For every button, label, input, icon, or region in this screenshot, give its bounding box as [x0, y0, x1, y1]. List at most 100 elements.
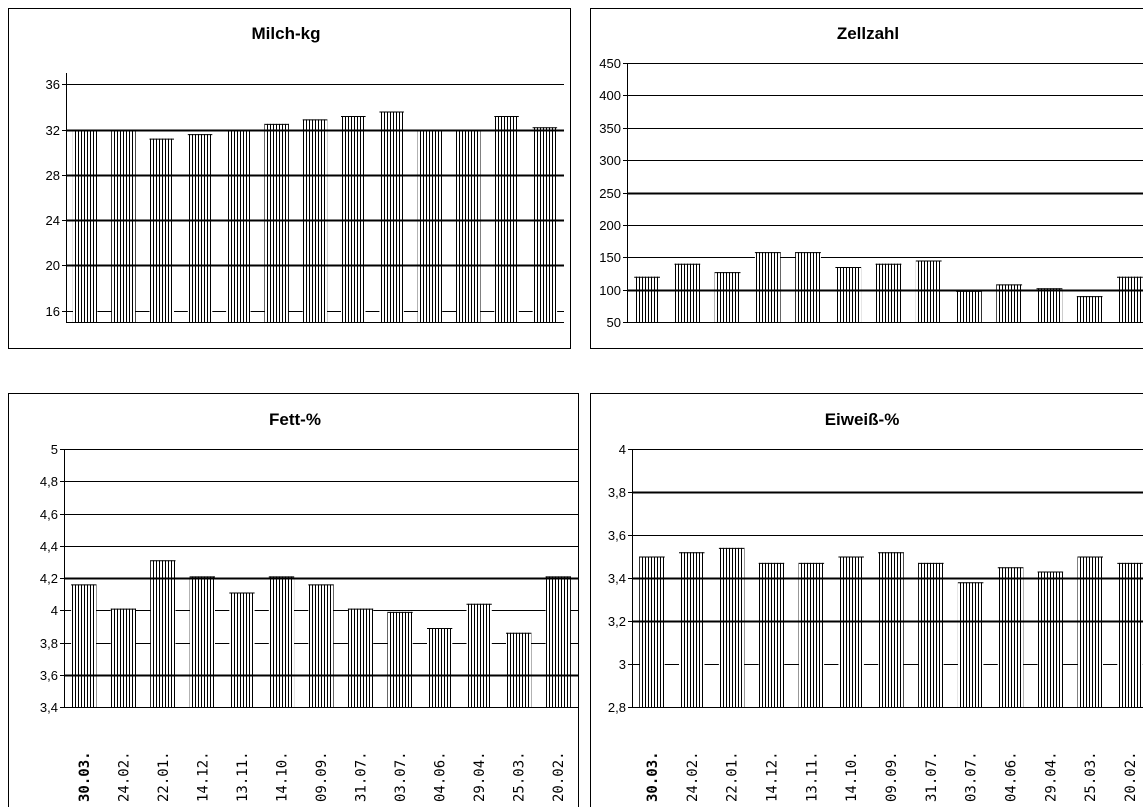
x-tick-label: 31.07.: [354, 751, 370, 802]
y-tick-label: 3: [619, 657, 626, 672]
bar-8: [957, 582, 984, 707]
bar-11: [1077, 556, 1103, 707]
y-tick-label: 28: [46, 168, 60, 183]
bar-3: [754, 252, 781, 322]
y-tick-label: 100: [599, 283, 621, 298]
bar-0: [634, 276, 660, 322]
bar-0: [639, 556, 665, 707]
bar-2: [718, 547, 745, 707]
x-tick-label: 24.02.: [116, 751, 132, 802]
x-tick-label: 14.12.: [765, 751, 781, 802]
y-tick-label: 24: [46, 213, 60, 228]
y-tick-label: 50: [607, 315, 621, 330]
chart-panel-2: Fett-% 3,4 3,6 3,8 4 4,2 4,4 4,6 4,8 5 30.03. 24.02…: [8, 393, 579, 807]
y-tick-label: 4,6: [40, 507, 58, 522]
bar-4: [798, 562, 825, 707]
y-tick-label: 5: [51, 442, 58, 457]
x-tick-label: 22.01.: [725, 751, 741, 802]
bar-7: [918, 562, 944, 707]
x-tick-label: 22.01.: [156, 751, 172, 802]
bar-9: [417, 129, 443, 322]
x-tick-label: 04.06.: [433, 751, 449, 802]
y-tick-label: 3,6: [608, 528, 626, 543]
bar-11: [506, 632, 532, 707]
bar-5: [268, 576, 295, 707]
x-tick-label: 20.02.: [1123, 751, 1139, 802]
x-tick-label: 31.07.: [924, 751, 940, 802]
bar-9: [997, 567, 1024, 708]
chart-title: Milch-kg: [252, 24, 321, 43]
bar-0: [72, 129, 98, 322]
bar-5: [264, 123, 289, 323]
x-tick-label: 29.04.: [472, 751, 488, 802]
bar-6: [878, 552, 904, 707]
y-tick-label: 350: [599, 121, 621, 136]
bar-10: [456, 129, 481, 322]
chart-panel-3: Eiweiß-% 2,8 3 3,2 3,4 3,6 3,8 4 30.03. 24.02. 22.…: [590, 393, 1143, 807]
chart-title: Fett-%: [269, 410, 321, 429]
x-tick-label: 14.12.: [195, 751, 211, 802]
bar-2: [149, 138, 174, 322]
x-tick-label: 25.03.: [512, 751, 528, 802]
x-tick-label: 14.10.: [275, 751, 291, 802]
y-tick-label: 3,2: [608, 614, 626, 629]
chart-title: Zellzahl: [837, 24, 899, 43]
y-tick-label: 32: [46, 123, 60, 138]
bar-1: [679, 552, 705, 707]
y-tick-label: 2,8: [608, 700, 626, 715]
y-tick-label: 36: [46, 77, 60, 92]
bar-4: [226, 129, 251, 322]
y-tick-label: 20: [46, 258, 60, 273]
bar-1: [110, 608, 136, 707]
y-tick-label: 3,8: [608, 485, 626, 500]
bar-12: [532, 127, 558, 322]
bar-0: [71, 584, 97, 707]
y-tick-label: 250: [599, 186, 621, 201]
bar-7: [347, 608, 374, 707]
x-tick-label: 30.03.: [645, 751, 661, 802]
x-tick-label: 25.03.: [1083, 751, 1099, 802]
bar-10: [1036, 288, 1063, 322]
y-tick-label: 4: [51, 603, 58, 618]
y-tick-label: 3,8: [40, 636, 58, 651]
x-tick-label: 24.02.: [685, 751, 701, 802]
y-tick-label: 4,2: [40, 571, 58, 586]
bar-8: [379, 111, 404, 322]
x-tick-label: 13.11.: [235, 751, 251, 802]
y-tick-label: 150: [599, 250, 621, 265]
y-tick-label: 16: [46, 304, 60, 319]
y-tick-label: 3,6: [40, 668, 58, 683]
x-tick-label: 03.07.: [964, 751, 980, 802]
y-tick-label: 4,4: [40, 539, 58, 554]
x-tick-label: 09.09.: [314, 751, 330, 802]
bar-7: [341, 116, 366, 322]
x-tick-label: 13.11.: [804, 751, 820, 802]
x-tick-label: 09.09.: [884, 751, 900, 802]
bar-11: [494, 116, 519, 322]
chart-panel-0: Milch-kg 16 20 24 28 32 36: [8, 8, 571, 349]
bar-8: [956, 290, 982, 322]
y-tick-label: 4: [619, 442, 626, 457]
bar-11: [1076, 296, 1103, 322]
chart-title: Eiweiß-%: [825, 410, 900, 429]
y-tick-label: 3,4: [40, 700, 58, 715]
bar-4: [229, 592, 255, 707]
x-tick-label: 30.03.: [77, 751, 93, 802]
y-tick-label: 4,8: [40, 474, 58, 489]
bar-3: [189, 576, 215, 707]
bar-1: [674, 263, 701, 322]
y-tick-label: 450: [599, 56, 621, 71]
bar-3: [187, 134, 213, 322]
bar-8: [387, 611, 413, 707]
x-tick-label: 29.04.: [1043, 751, 1059, 802]
bar-6: [875, 263, 902, 322]
bar-2: [714, 272, 741, 322]
bar-5: [838, 556, 864, 707]
bar-6: [308, 584, 334, 707]
bar-10: [1037, 571, 1064, 707]
y-tick-label: 3,4: [608, 571, 626, 586]
y-tick-label: 200: [599, 218, 621, 233]
x-tick-label: 20.02.: [551, 751, 567, 802]
x-tick-label: 14.10.: [844, 751, 860, 802]
